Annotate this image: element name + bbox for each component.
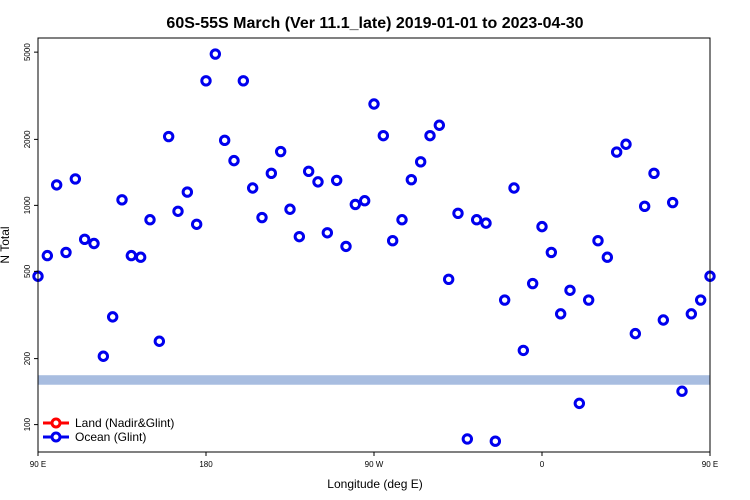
data-point xyxy=(414,156,427,168)
data-point xyxy=(312,176,324,188)
legend: Land (Nadir&Glint) Ocean (Glint) xyxy=(43,416,174,444)
data-point xyxy=(321,227,334,239)
x-tick-label: 90 E xyxy=(702,460,718,469)
y-axis: 100 200 500 1000 2000 5000 xyxy=(23,43,38,431)
data-point xyxy=(582,294,595,306)
data-point xyxy=(69,173,82,185)
data-point xyxy=(274,145,287,158)
data-point xyxy=(676,385,688,397)
data-point xyxy=(97,350,110,362)
data-point xyxy=(564,284,576,296)
data-point xyxy=(172,205,184,217)
data-point xyxy=(162,130,175,143)
data-point xyxy=(480,217,492,229)
data-point xyxy=(60,246,72,259)
data-point xyxy=(461,433,474,445)
y-tick-label: 5000 xyxy=(23,43,32,61)
data-point xyxy=(601,251,614,263)
data-point xyxy=(330,174,343,187)
chart-title: 60S-55S March (Ver 11.1_late) 2019-01-01… xyxy=(166,15,583,32)
data-point xyxy=(41,249,54,262)
data-point xyxy=(116,194,128,206)
data-point xyxy=(200,75,212,87)
data-point xyxy=(265,167,278,180)
x-tick-label: 0 xyxy=(540,460,545,469)
data-point xyxy=(648,167,660,180)
x-tick-label: 180 xyxy=(199,460,213,469)
x-tick-label: 90 E xyxy=(30,460,46,469)
data-point xyxy=(293,230,306,243)
data-point xyxy=(666,196,679,209)
data-point xyxy=(218,134,231,147)
y-tick-label: 1000 xyxy=(23,196,32,214)
data-point xyxy=(508,182,520,194)
legend-marker-ocean xyxy=(50,431,62,443)
y-tick-label: 100 xyxy=(23,417,32,431)
legend-label-ocean: Ocean (Glint) xyxy=(75,430,146,444)
data-point xyxy=(452,207,464,220)
data-point xyxy=(246,182,259,194)
data-point xyxy=(433,119,446,131)
data-point xyxy=(377,129,390,142)
y-tick-label: 500 xyxy=(23,264,32,278)
data-point xyxy=(470,214,483,226)
data-point xyxy=(181,186,194,198)
data-point xyxy=(526,277,539,290)
data-point xyxy=(256,211,268,224)
data-point xyxy=(386,235,399,247)
data-point xyxy=(517,344,530,357)
data-point xyxy=(106,311,119,323)
data-point xyxy=(424,129,436,142)
data-point xyxy=(405,173,418,186)
data-point xyxy=(657,314,670,326)
data-point xyxy=(638,200,651,213)
data-point xyxy=(536,220,548,233)
data-point xyxy=(620,138,632,150)
data-point xyxy=(228,154,240,167)
data-point xyxy=(573,397,586,410)
data-point xyxy=(190,218,203,230)
reference-band xyxy=(38,375,710,385)
data-point xyxy=(78,233,91,246)
data-point xyxy=(694,294,707,306)
data-point xyxy=(592,235,604,247)
data-point xyxy=(144,214,156,226)
data-point xyxy=(489,435,502,447)
data-point xyxy=(340,240,352,253)
data-point xyxy=(153,335,166,347)
data-point xyxy=(349,198,362,211)
data-point xyxy=(134,251,147,263)
data-point xyxy=(610,146,623,158)
data-point xyxy=(237,75,250,87)
data-point xyxy=(554,308,567,320)
y-tick-label: 200 xyxy=(23,351,32,365)
data-point xyxy=(396,214,408,226)
y-tick-label: 2000 xyxy=(23,130,32,148)
data-point xyxy=(545,246,558,259)
data-point xyxy=(50,179,63,191)
data-point xyxy=(88,237,100,250)
data-point xyxy=(442,273,455,286)
legend-marker-land xyxy=(50,417,62,429)
x-axis: 90 E 180 90 W 0 90 E xyxy=(30,452,718,469)
data-point xyxy=(302,165,315,178)
x-axis-label: Longitude (deg E) xyxy=(327,477,422,491)
y-axis-label: N Total xyxy=(0,226,12,263)
x-tick-label: 90 W xyxy=(365,460,384,469)
data-point xyxy=(358,195,371,207)
data-point xyxy=(629,327,642,340)
data-point xyxy=(498,294,511,306)
data-points xyxy=(32,48,716,447)
data-point xyxy=(209,48,222,60)
data-point xyxy=(284,203,296,215)
legend-label-land: Land (Nadir&Glint) xyxy=(75,416,174,430)
data-point xyxy=(368,98,380,110)
data-point xyxy=(685,308,698,320)
data-point xyxy=(125,249,138,262)
